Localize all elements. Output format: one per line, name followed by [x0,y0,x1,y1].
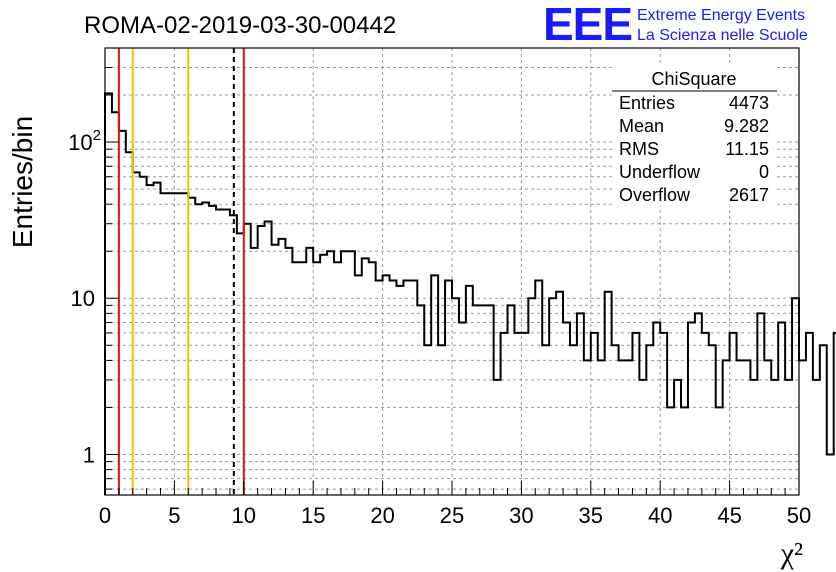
stats-value: 0 [759,162,769,182]
stats-value: 11.15 [725,139,769,159]
stats-label: Underflow [619,162,701,182]
stats-title: ChiSquare [651,69,736,89]
x-tick-label: 35 [579,503,603,528]
stats-label: Overflow [619,185,691,205]
y-tick-label: 102 [68,127,101,155]
stats-value: 2617 [729,185,769,205]
x-tick-label: 10 [232,503,256,528]
x-tick-label: 5 [168,503,180,528]
x-tick-label: 50 [787,503,811,528]
stats-value: 4473 [729,93,769,113]
plot-frame [104,47,800,496]
x-tick-label: 25 [440,503,464,528]
x-tick-label: 45 [717,503,741,528]
x-axis-label: χ² [780,537,803,570]
y-axis-label: Entries/bin [7,116,38,248]
x-tick-label: 40 [648,503,672,528]
chart-title: ROMA-02-2019-03-30-00442 [84,12,396,39]
stats-label: Entries [619,93,675,113]
stats-box: ChiSquare Entries 4473 Mean 9.282 RMS 11.15 Un… [612,66,777,206]
histogram-outline [104,92,836,495]
x-tick-label: 20 [370,503,394,528]
y-tick-label: 10 [71,286,95,311]
x-tick-label: 15 [301,503,325,528]
x-tick-label: 30 [509,503,533,528]
x-tick-label: 0 [99,503,111,528]
histogram-series [104,92,836,495]
stats-value: 9.282 [724,116,769,136]
eee-logo-mark: EEE [543,0,632,50]
axes: 0 5 10 15 20 25 30 35 40 45 50 1 10 102 [68,47,811,528]
eee-logo: EEE Extreme Energy Events La Scienza nel… [543,0,808,50]
logo-line-1: Extreme Energy Events [637,7,805,24]
y-tick-label: 1 [83,442,95,467]
stats-label: Mean [619,116,664,136]
reference-lines [117,48,245,495]
logo-line-2: La Scienza nelle Scuole [637,27,808,44]
stats-label: RMS [619,139,659,159]
